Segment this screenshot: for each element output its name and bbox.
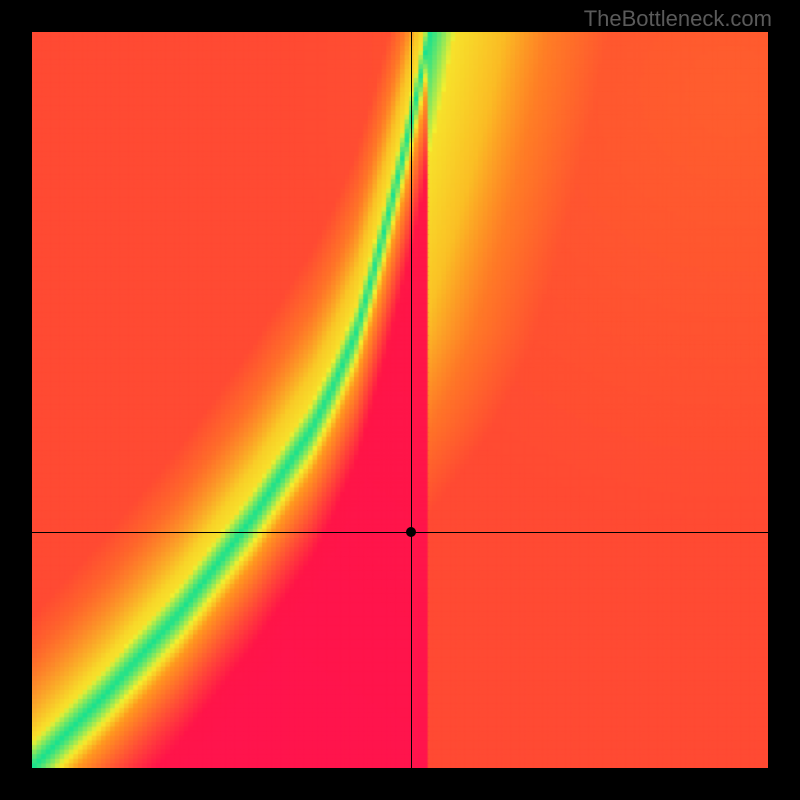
- heatmap-canvas: [32, 32, 768, 768]
- crosshair-vertical: [411, 32, 412, 768]
- crosshair-horizontal: [32, 532, 768, 533]
- heatmap-plot-area: [32, 32, 768, 768]
- bottleneck-heatmap-container: TheBottleneck.com: [0, 0, 800, 800]
- crosshair-marker: [406, 527, 416, 537]
- watermark-text: TheBottleneck.com: [584, 6, 772, 32]
